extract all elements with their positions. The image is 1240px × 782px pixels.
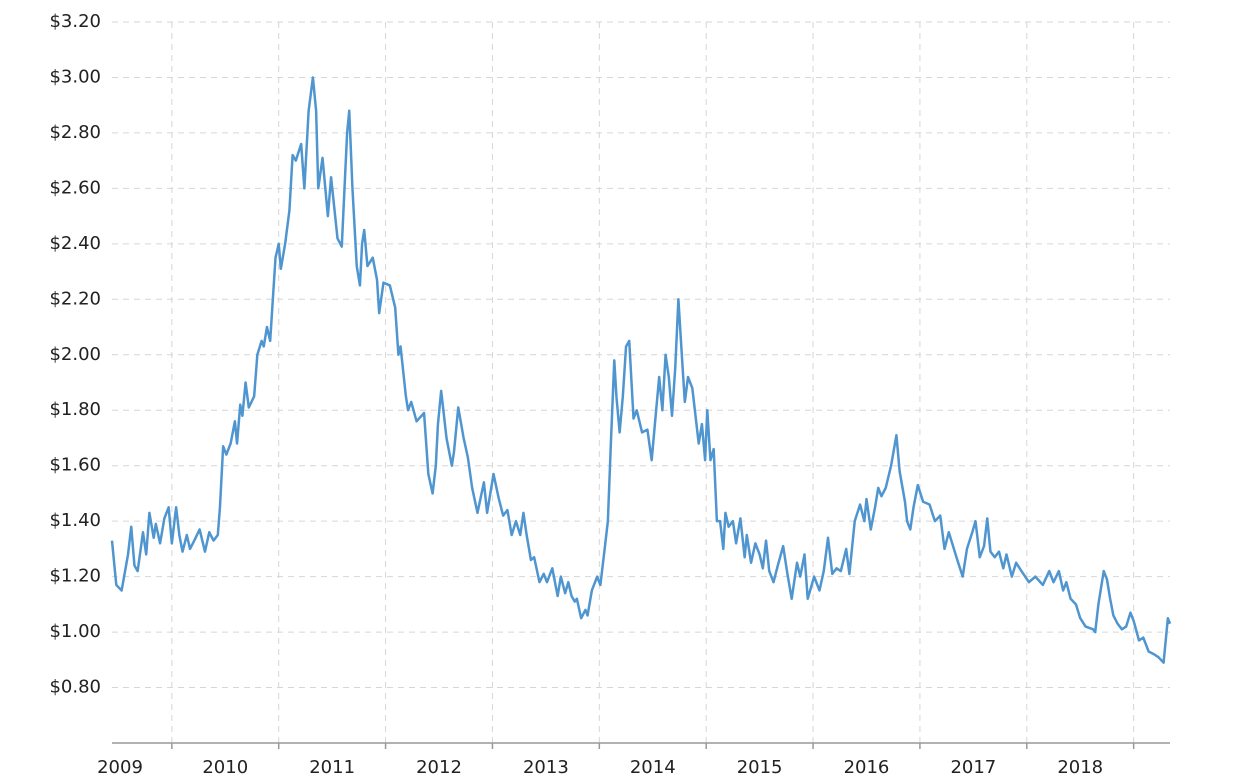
y-tick-label: $1.20 xyxy=(49,566,101,587)
y-tick-label: $2.80 xyxy=(49,122,101,143)
y-tick-label: $1.00 xyxy=(49,621,101,642)
x-tick-label: 2014 xyxy=(630,757,676,778)
y-tick-label: $2.20 xyxy=(49,288,101,309)
x-tick-label: 2012 xyxy=(416,757,462,778)
x-tick-label: 2017 xyxy=(950,757,996,778)
y-tick-label: $2.00 xyxy=(49,344,101,365)
y-tick-label: $2.60 xyxy=(49,177,101,198)
x-tick-label: 2011 xyxy=(309,757,355,778)
y-tick-label: $1.80 xyxy=(49,399,101,420)
y-tick-label: $3.00 xyxy=(49,66,101,87)
y-tick-label: $0.80 xyxy=(49,677,101,698)
x-tick-label: 2010 xyxy=(202,757,248,778)
y-tick-label: $1.40 xyxy=(49,510,101,531)
y-tick-label: $2.40 xyxy=(49,233,101,254)
x-tick-label: 2016 xyxy=(844,757,890,778)
x-tick-label: 2009 xyxy=(97,757,143,778)
x-tick-label: 2015 xyxy=(737,757,783,778)
y-tick-label: $3.20 xyxy=(49,11,101,32)
y-tick-label: $1.60 xyxy=(49,455,101,476)
x-tick-label: 2013 xyxy=(523,757,569,778)
price-line xyxy=(110,76,1172,664)
x-tick-label: 2018 xyxy=(1057,757,1103,778)
